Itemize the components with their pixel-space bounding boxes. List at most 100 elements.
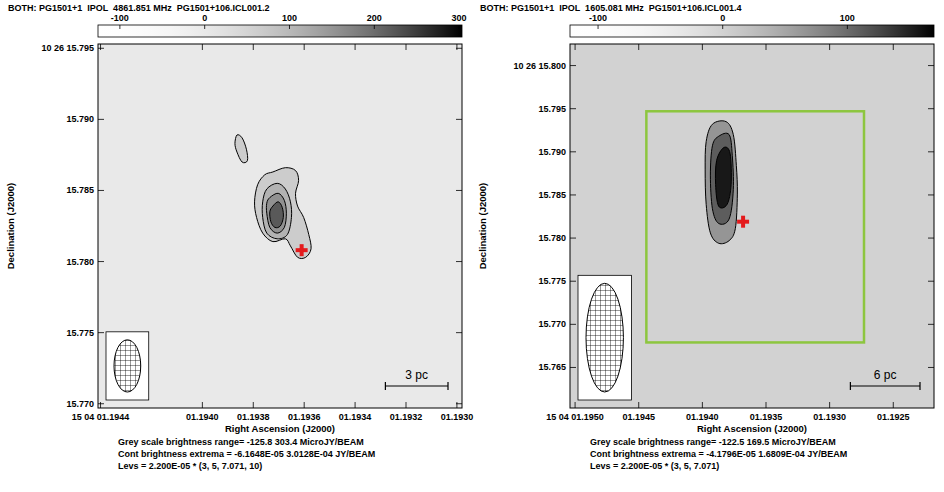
colorbar-tick — [847, 25, 848, 29]
x-tick-label: 15 04 01.1950 — [546, 412, 604, 422]
x-tick — [766, 44, 767, 408]
y-tick-label: 10 26 15.795 — [41, 43, 94, 53]
x-tick-label: 15 04 01.1944 — [72, 412, 130, 422]
contour — [705, 121, 737, 244]
scale-bar-label: 6 pc — [874, 368, 897, 382]
colorbar-tick-label: 0 — [720, 13, 725, 23]
y-tick-label: 15.795 — [538, 104, 566, 114]
x-tick — [253, 44, 254, 408]
y-tick — [570, 194, 934, 195]
plot-area — [235, 135, 311, 259]
y-tick — [98, 119, 462, 120]
plot-frame — [98, 44, 462, 408]
y-tick — [98, 190, 462, 191]
x-tick-label: 01.1940 — [186, 412, 219, 422]
colorbar-tick — [374, 25, 375, 29]
y-tick — [570, 324, 934, 325]
beam-box — [578, 275, 631, 400]
colorbar-tick — [722, 25, 723, 29]
colorbar — [570, 25, 934, 37]
plot-background — [570, 44, 934, 408]
scale-bar — [850, 382, 920, 390]
y-tick-label: 15.785 — [538, 190, 566, 200]
panel-0: BOTH: PG1501+1 IPOL 4861.851 MHz PG1501+… — [5, 3, 473, 471]
x-tick-label: 01.1930 — [441, 412, 474, 422]
contour — [266, 193, 286, 233]
y-axis-title: Declination (J2000) — [5, 183, 16, 270]
x-tick-label: 01.1936 — [288, 412, 321, 422]
contour — [255, 168, 312, 259]
caption: Levs = 2.200E-05 * (3, 5, 7.071, 10) — [118, 461, 262, 471]
y-tick-label: 15.790 — [66, 114, 94, 124]
caption: Cont brightness extrema = -6.1648E-05 3.… — [118, 449, 375, 459]
colorbar-tick — [204, 25, 205, 29]
target-marker — [737, 216, 749, 228]
colorbar-tick-label: 0 — [202, 13, 207, 23]
y-tick-label: 10 26 15.800 — [513, 61, 566, 71]
colorbar-tick-label: 200 — [367, 13, 382, 23]
colorbar-tick-label: 100 — [282, 13, 297, 23]
target-bar — [741, 216, 745, 228]
y-tick-label: 15.770 — [66, 399, 94, 409]
colorbar-tick — [459, 25, 460, 29]
y-tick-label: 15.780 — [66, 257, 94, 267]
y-tick — [570, 65, 934, 66]
x-tick-label: 01.1925 — [877, 412, 910, 422]
y-axis-title: Declination (J2000) — [477, 183, 488, 270]
panel-title: BOTH: PG1501+1 IPOL 4861.851 MHz PG1501+… — [8, 3, 269, 13]
caption: Levs = 2.200E-05 * (3, 5, 7.071) — [590, 461, 719, 471]
target-bar — [300, 244, 304, 256]
x-tick-label: 01.1930 — [813, 412, 846, 422]
y-tick — [98, 332, 462, 333]
region-box — [646, 111, 864, 342]
colorbar — [98, 25, 462, 37]
x-tick — [575, 44, 576, 408]
target-marker — [296, 244, 308, 256]
x-tick — [638, 44, 639, 408]
scale-bar-label: 3 pc — [405, 368, 428, 382]
y-tick-label: 15.770 — [538, 319, 566, 329]
caption: Grey scale brightness range= -125.8 303.… — [118, 437, 364, 447]
beam-box — [106, 332, 149, 400]
x-tick-label: 01.1938 — [237, 412, 270, 422]
x-axis-title: Right Ascension (J2000) — [225, 423, 335, 434]
beam — [586, 283, 623, 392]
contour — [262, 183, 291, 238]
x-tick — [202, 44, 203, 408]
y-tick-label: 15.765 — [538, 362, 566, 372]
plot-frame — [570, 44, 934, 408]
caption: Grey scale brightness range= -122.5 169.… — [590, 437, 836, 447]
plot-background — [98, 44, 462, 408]
scale-bar — [385, 382, 448, 390]
x-tick-label: 01.1932 — [390, 412, 423, 422]
x-tick — [702, 44, 703, 408]
colorbar-tick — [289, 25, 290, 29]
panel-1: BOTH: PG1501+1 IPOL 1605.081 MHz PG1501+… — [477, 3, 934, 471]
y-tick-label: 15.775 — [538, 276, 566, 286]
colorbar-tick — [119, 25, 120, 29]
caption: Cont brightness extrema = -4.1796E-05 1.… — [590, 449, 847, 459]
x-tick-label: 01.1940 — [686, 412, 719, 422]
y-tick-label: 15.775 — [66, 328, 94, 338]
colorbar-tick-label: 100 — [840, 13, 855, 23]
contour — [270, 202, 284, 228]
y-tick-label: 15.780 — [538, 233, 566, 243]
x-axis-title: Right Ascension (J2000) — [697, 423, 807, 434]
panel-title: BOTH: PG1501+1 IPOL 1605.081 MHz PG1501+… — [480, 3, 741, 13]
y-tick — [98, 261, 462, 262]
colorbar-tick-label: 300 — [452, 13, 467, 23]
y-tick-label: 15.785 — [66, 185, 94, 195]
x-tick — [355, 44, 356, 408]
x-tick — [893, 44, 894, 408]
x-tick — [456, 44, 457, 408]
y-tick — [570, 367, 934, 368]
y-tick — [98, 403, 462, 404]
x-tick — [100, 44, 101, 408]
y-tick — [570, 281, 934, 282]
x-tick — [829, 44, 830, 408]
contour — [235, 135, 248, 163]
x-tick-label: 01.1945 — [622, 412, 655, 422]
figure: BOTH: PG1501+1 IPOL 4861.851 MHz PG1501+… — [0, 0, 944, 492]
beam — [114, 340, 141, 392]
y-tick — [570, 151, 934, 152]
